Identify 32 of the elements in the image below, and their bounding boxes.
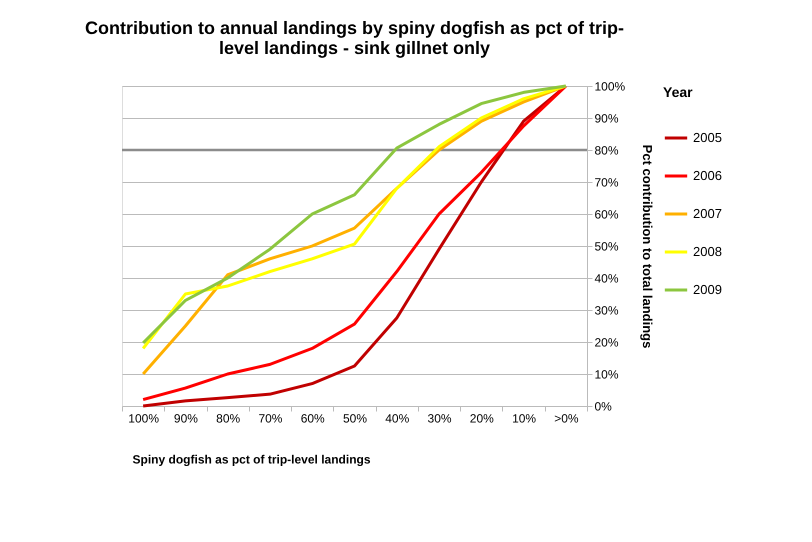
y-tick-label: 50% xyxy=(594,240,619,254)
y-tick-label: 20% xyxy=(594,336,619,350)
y-tick-label: 70% xyxy=(594,176,619,190)
legend-title: Year xyxy=(663,84,694,100)
x-axis-title: Spiny dogfish as pct of trip-level landings xyxy=(132,452,371,466)
legend-label: 2007 xyxy=(693,206,722,221)
x-tick-label: 30% xyxy=(428,412,452,426)
legend-label: 2006 xyxy=(693,168,722,183)
y-tick-label: 30% xyxy=(594,304,619,318)
x-tick-label: 80% xyxy=(216,412,241,426)
x-tick-label: 10% xyxy=(512,412,536,426)
y-tick-label: 90% xyxy=(594,112,619,126)
x-tick-label: 40% xyxy=(385,412,410,426)
y-tick-label: 40% xyxy=(594,272,619,286)
x-tick-label: 90% xyxy=(174,412,198,426)
x-tick-label: 70% xyxy=(258,412,283,426)
x-tick-label: 50% xyxy=(342,412,368,426)
y-tick-label: 10% xyxy=(594,368,619,382)
x-tick-label: >0% xyxy=(554,412,579,426)
y-tick-label: 60% xyxy=(594,208,619,222)
x-tick-label: 20% xyxy=(470,412,494,426)
y-tick-label: 0% xyxy=(594,400,612,414)
legend-label: 2009 xyxy=(693,282,722,297)
text: Contribution to annual landings by spiny dogfish as pct of trip- xyxy=(85,18,624,38)
x-tick-label: 60% xyxy=(300,412,326,426)
legend-label: 2005 xyxy=(693,130,722,145)
y-tick-label: 80% xyxy=(594,144,619,158)
y-axis-title: Pct contribution to total landings xyxy=(640,144,656,348)
legend-label: 2008 xyxy=(693,244,722,259)
x-tick-label: 100% xyxy=(128,412,160,426)
y-tick-label: 100% xyxy=(594,80,626,94)
text: level landings - sink gillnet only xyxy=(218,38,490,58)
